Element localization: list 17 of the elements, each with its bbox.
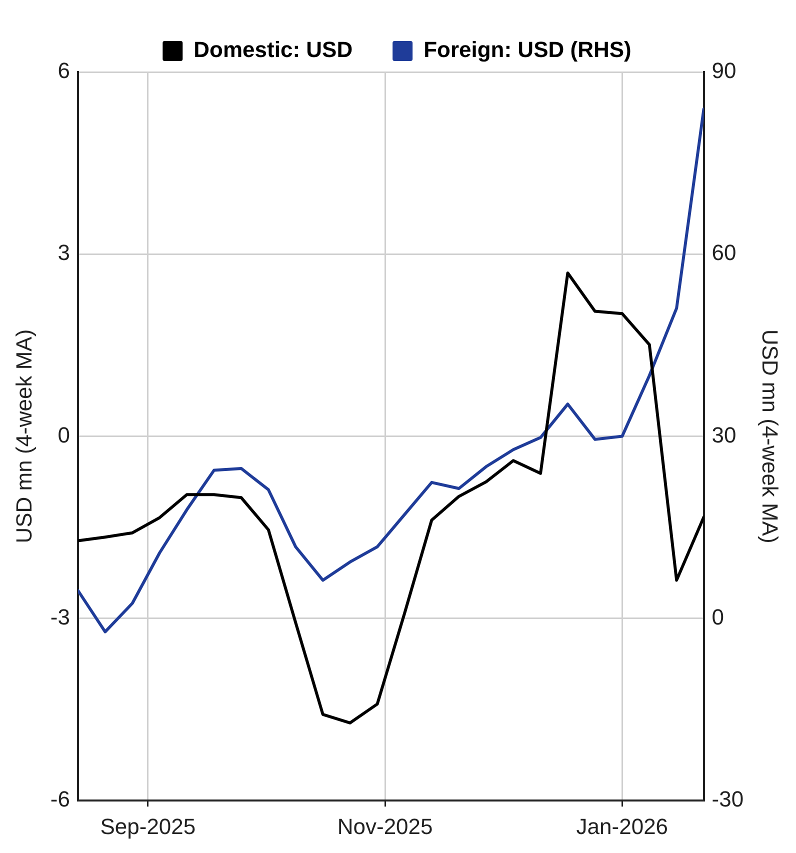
legend-label: Foreign: USD (RHS) — [424, 37, 632, 62]
y2-tick-label: -30 — [712, 786, 744, 812]
y-tick-label: 6 — [58, 58, 70, 84]
y2-tick-label: 30 — [712, 422, 736, 448]
y-tick-label: -3 — [50, 604, 70, 630]
y2-tick-label: 0 — [712, 604, 724, 630]
y2-tick-label: 90 — [712, 58, 736, 84]
y-tick-label: -6 — [50, 786, 70, 812]
legend-label: Domestic: USD — [194, 37, 353, 62]
x-tick-label: Jan-2026 — [576, 814, 668, 839]
x-tick-label: Sep-2025 — [100, 814, 196, 839]
x-tick-label: Nov-2025 — [337, 814, 433, 839]
y-tick-label: 0 — [58, 422, 70, 448]
y-tick-label: 3 — [58, 240, 70, 266]
y2-axis-title: USD mn (4-week MA) — [758, 329, 783, 544]
y-axis-title: USD mn (4-week MA) — [11, 329, 36, 544]
y2-tick-label: 60 — [712, 240, 736, 266]
